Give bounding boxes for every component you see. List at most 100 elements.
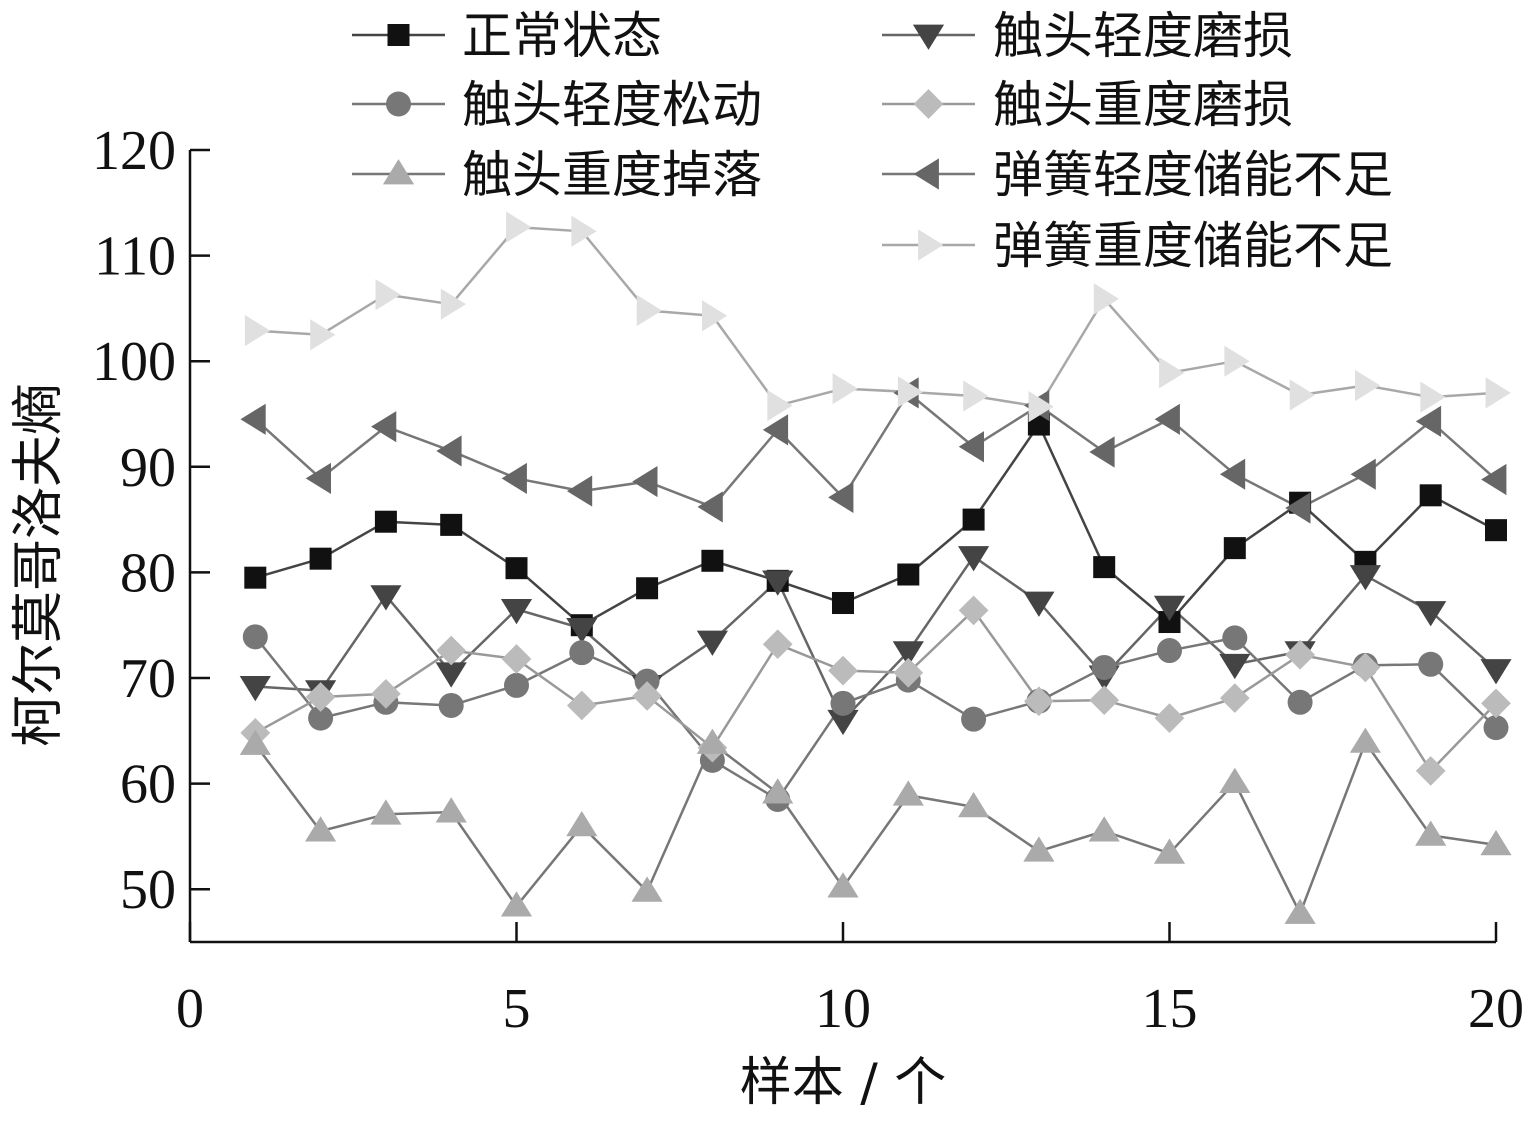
data-point bbox=[1089, 685, 1120, 716]
data-point bbox=[1355, 369, 1381, 402]
data-point bbox=[832, 373, 858, 405]
data-point bbox=[506, 211, 532, 243]
data-point bbox=[1415, 601, 1447, 627]
data-point bbox=[1091, 654, 1117, 680]
legend-item: 弹簧重度储能不足 bbox=[882, 217, 1393, 275]
data-point bbox=[1420, 381, 1446, 413]
data-point bbox=[962, 508, 985, 531]
data-point bbox=[1287, 689, 1313, 715]
legend-item: 触头重度磨损 bbox=[882, 76, 1293, 134]
data-point bbox=[1157, 638, 1182, 664]
legend-label: 触头重度磨损 bbox=[993, 76, 1293, 134]
data-point bbox=[501, 462, 527, 495]
data-point bbox=[305, 462, 331, 495]
data-point bbox=[636, 577, 659, 600]
data-point bbox=[1415, 405, 1442, 437]
legend-item: 弹簧轻度储能不足 bbox=[882, 146, 1393, 204]
data-point bbox=[1093, 283, 1120, 315]
data-point bbox=[1093, 556, 1116, 579]
data-point bbox=[892, 780, 924, 806]
data-point bbox=[242, 624, 268, 650]
legend-label: 弹簧重度储能不足 bbox=[993, 217, 1393, 275]
x-tick-label: 15 bbox=[1142, 978, 1198, 1040]
data-point bbox=[1224, 345, 1250, 377]
axes: 50 60 70 80 90 100 110 120 0 5 10 15 20 bbox=[92, 120, 1524, 1040]
data-point bbox=[1480, 659, 1512, 685]
data-point bbox=[501, 644, 532, 674]
legend-marker bbox=[382, 159, 415, 185]
data-point bbox=[762, 414, 789, 446]
data-point bbox=[961, 706, 987, 732]
data-point bbox=[1285, 639, 1315, 670]
data-point bbox=[1222, 625, 1248, 651]
data-point bbox=[696, 630, 728, 656]
x-tick-label: 20 bbox=[1468, 978, 1524, 1040]
y-tick-label: 100 bbox=[92, 331, 176, 393]
data-point bbox=[893, 657, 924, 688]
data-point bbox=[566, 475, 593, 507]
data-point bbox=[1219, 653, 1251, 680]
data-point bbox=[310, 319, 336, 351]
data-point bbox=[244, 314, 271, 347]
data-point bbox=[500, 598, 533, 625]
data-point bbox=[892, 641, 924, 667]
data-point bbox=[374, 510, 397, 533]
data-point bbox=[762, 629, 793, 660]
legend-marker bbox=[386, 91, 411, 117]
data-point bbox=[1485, 377, 1511, 409]
x-tick-label: 10 bbox=[815, 978, 871, 1040]
data-point bbox=[636, 294, 662, 327]
data-point bbox=[305, 816, 337, 842]
data-point bbox=[436, 435, 462, 467]
data-point bbox=[1158, 611, 1181, 634]
data-point bbox=[566, 810, 598, 837]
data-point bbox=[308, 705, 334, 731]
data-point bbox=[832, 592, 854, 615]
data-point bbox=[1159, 357, 1185, 389]
data-point bbox=[1219, 683, 1250, 713]
data-point bbox=[897, 376, 924, 408]
data-point bbox=[897, 563, 920, 586]
data-point bbox=[1154, 703, 1185, 733]
data-point bbox=[566, 690, 597, 721]
legend-label: 触头轻度松动 bbox=[462, 76, 762, 134]
data-point bbox=[828, 481, 854, 514]
y-tick-label: 70 bbox=[120, 648, 176, 710]
data-point bbox=[830, 690, 856, 716]
data-point bbox=[1350, 652, 1381, 683]
y-axis-label: 柯尔莫哥洛夫熵 bbox=[9, 383, 69, 747]
data-point bbox=[958, 595, 989, 626]
data-point bbox=[1028, 391, 1054, 423]
data-point bbox=[632, 465, 658, 498]
series-line-4 bbox=[254, 741, 1497, 915]
legend-label: 触头轻度磨损 bbox=[993, 7, 1293, 65]
data-point bbox=[827, 872, 859, 898]
legend-item: 触头轻度磨损 bbox=[882, 7, 1293, 65]
data-point bbox=[1350, 458, 1376, 490]
data-point bbox=[1485, 519, 1507, 542]
data-point bbox=[505, 557, 528, 580]
data-point bbox=[371, 678, 401, 709]
data-point bbox=[1219, 767, 1251, 793]
data-point bbox=[697, 491, 723, 523]
data-point bbox=[762, 570, 794, 596]
data-point bbox=[702, 300, 728, 332]
y-tick-label: 90 bbox=[120, 437, 176, 499]
data-point bbox=[767, 389, 793, 422]
data-point bbox=[1480, 829, 1512, 856]
data-point bbox=[309, 547, 332, 570]
data-point bbox=[1415, 756, 1446, 786]
data-point bbox=[632, 681, 662, 711]
data-point bbox=[239, 676, 271, 702]
data-point bbox=[375, 279, 401, 311]
data-point bbox=[1349, 565, 1381, 591]
legend-marker bbox=[913, 89, 944, 119]
plot-lines bbox=[254, 225, 1497, 915]
data-point bbox=[1219, 458, 1246, 490]
data-point bbox=[244, 566, 267, 589]
y-tick-label: 110 bbox=[94, 226, 176, 288]
series-line-6 bbox=[255, 225, 1497, 408]
x-tick-label: 0 bbox=[176, 978, 204, 1040]
data-point bbox=[435, 662, 467, 688]
